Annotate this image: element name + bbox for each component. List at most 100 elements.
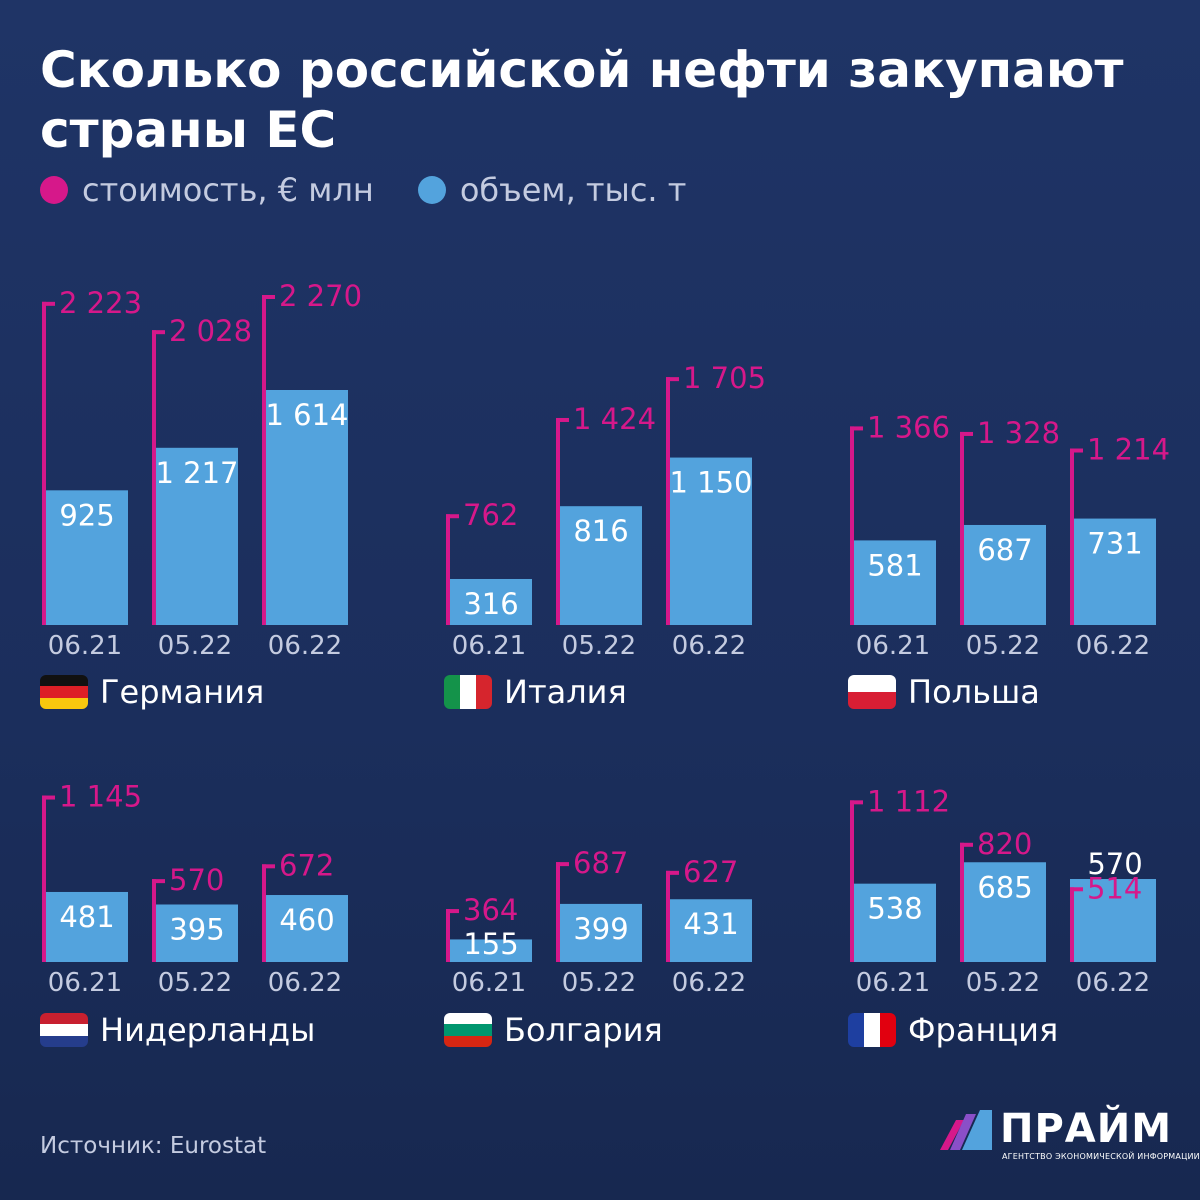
netherlands-volume-label: 481	[59, 900, 114, 934]
poland-cost-label: 1 366	[867, 410, 950, 444]
france-volume-bar	[1070, 879, 1156, 962]
france-cost-tick	[850, 800, 863, 805]
poland-volume-bar	[1070, 518, 1156, 625]
netherlands-flag-icon	[40, 1013, 88, 1047]
poland-flag-icon	[848, 675, 896, 709]
france-volume-bar	[850, 883, 936, 962]
germany-cost-line	[42, 301, 46, 625]
germany-x-tick-label: 06.21	[48, 631, 122, 661]
bulgaria-cost-tick	[666, 870, 679, 875]
legend: стоимость, € млн объем, тыс. т	[40, 170, 686, 210]
poland-volume-bar	[850, 540, 936, 625]
bulgaria-cost-label: 627	[683, 855, 738, 889]
italy-volume-label: 816	[573, 514, 628, 548]
bulgaria-cost-line	[556, 862, 560, 962]
france-x-tick-label: 06.21	[856, 968, 930, 998]
netherlands-cost-label: 672	[279, 848, 334, 882]
country-label-italy: Италия	[444, 672, 627, 712]
germany-volume-label: 925	[59, 498, 114, 532]
poland-volume-bar	[960, 524, 1046, 625]
france-volume-bar	[960, 862, 1046, 962]
poland-x-tick-label: 05.22	[966, 631, 1040, 661]
france-volume-label: 685	[977, 870, 1032, 904]
netherlands-volume-label: 395	[169, 912, 224, 946]
france-volume-label: 570	[1087, 847, 1142, 881]
germany-cost-label: 2 223	[59, 286, 142, 320]
bulgaria-x-tick-label: 05.22	[562, 968, 636, 998]
netherlands-cost-label: 570	[169, 863, 224, 897]
france-cost-label: 820	[977, 827, 1032, 861]
italy-cost-tick	[666, 377, 679, 382]
source-note: Источник: Eurostat	[40, 1133, 267, 1159]
germany-volume-bar	[152, 447, 238, 625]
bulgaria-cost-label: 364	[463, 893, 518, 927]
poland-volume-label: 687	[977, 533, 1032, 567]
germany-volume-label: 1 217	[155, 456, 238, 490]
netherlands-cost-tick	[262, 864, 275, 869]
germany-cost-tick	[262, 295, 275, 299]
italy-x-tick-label: 06.22	[672, 631, 746, 661]
chart-title: Сколько российской нефти закупают страны…	[40, 41, 1124, 159]
italy-cost-label: 762	[463, 498, 518, 532]
italy-cost-label: 1 705	[683, 361, 766, 395]
germany-flag-icon	[40, 675, 88, 709]
bulgaria-volume-bar	[556, 903, 642, 962]
france-volume-label: 538	[867, 892, 922, 926]
poland-x-tick-label: 06.22	[1076, 631, 1150, 661]
france-cost-tick	[960, 842, 973, 847]
italy-volume-bar	[666, 457, 752, 625]
france-cost-label: 1 112	[867, 784, 950, 818]
germany-cost-label: 2 028	[169, 314, 252, 348]
bulgaria-volume-bar	[446, 939, 532, 962]
germany-cost-tick	[152, 330, 165, 335]
poland-volume-label: 731	[1087, 527, 1142, 561]
germany-cost-label: 2 270	[279, 279, 362, 313]
poland-cost-line	[1070, 448, 1074, 625]
bulgaria-volume-bar	[666, 899, 752, 962]
legend-item-volume: объем, тыс. т	[417, 171, 687, 209]
poland-x-tick-label: 06.21	[856, 631, 930, 661]
poland-volume-label: 581	[867, 548, 922, 582]
logo-name: ПРАЙМ	[1000, 1106, 1173, 1152]
bulgaria-cost-label: 687	[573, 846, 628, 880]
germany-volume-bar	[42, 490, 128, 625]
poland-cost-tick	[960, 431, 973, 436]
italy-flag-icon	[444, 675, 492, 709]
netherlands-cost-tick	[152, 879, 165, 884]
bulgaria-cost-line	[446, 909, 450, 962]
netherlands-x-tick-label: 06.21	[48, 968, 122, 998]
germany-cost-line	[152, 330, 156, 625]
country-label-france: Франция	[848, 1010, 1058, 1050]
legend-label-volume: объем, тыс. т	[459, 171, 687, 209]
country-name-italy: Италия	[504, 673, 627, 711]
netherlands-volume-bar	[262, 895, 348, 962]
germany-volume-label: 1 614	[265, 398, 348, 432]
germany-x-tick-label: 06.22	[268, 631, 342, 661]
bulgaria-flag-icon	[444, 1013, 492, 1047]
netherlands-x-tick-label: 06.22	[268, 968, 342, 998]
germany-x-tick-label: 05.22	[158, 631, 232, 661]
germany-cost-line	[262, 295, 266, 625]
country-name-bulgaria: Болгария	[504, 1011, 663, 1049]
country-name-poland: Польша	[908, 673, 1040, 711]
poland-cost-label: 1 328	[977, 416, 1060, 450]
country-name-germany: Германия	[100, 673, 265, 711]
legend-item-cost: стоимость, € млн	[40, 171, 374, 209]
poland-cost-label: 1 214	[1087, 433, 1170, 467]
bulgaria-volume-label: 431	[683, 907, 738, 941]
country-label-germany: Германия	[40, 672, 264, 712]
bulgaria-cost-tick	[556, 862, 569, 867]
country-label-poland: Польша	[848, 672, 1040, 712]
germany-volume-bar	[262, 390, 348, 625]
france-cost-line	[1070, 887, 1074, 962]
italy-cost-tick	[446, 514, 459, 519]
netherlands-volume-bar	[42, 891, 128, 962]
bulgaria-cost-line	[666, 870, 670, 962]
netherlands-cost-tick	[42, 795, 55, 800]
prime-logo: ПРАЙМ АГЕНТСТВО ЭКОНОМИЧЕСКОЙ ИНФОРМАЦИИ	[938, 1106, 1200, 1166]
netherlands-cost-label: 1 145	[59, 780, 142, 814]
france-x-tick-label: 05.22	[966, 968, 1040, 998]
france-cost-label: 514	[1087, 871, 1142, 905]
france-cost-line	[850, 800, 854, 962]
italy-cost-label: 1 424	[573, 402, 656, 436]
